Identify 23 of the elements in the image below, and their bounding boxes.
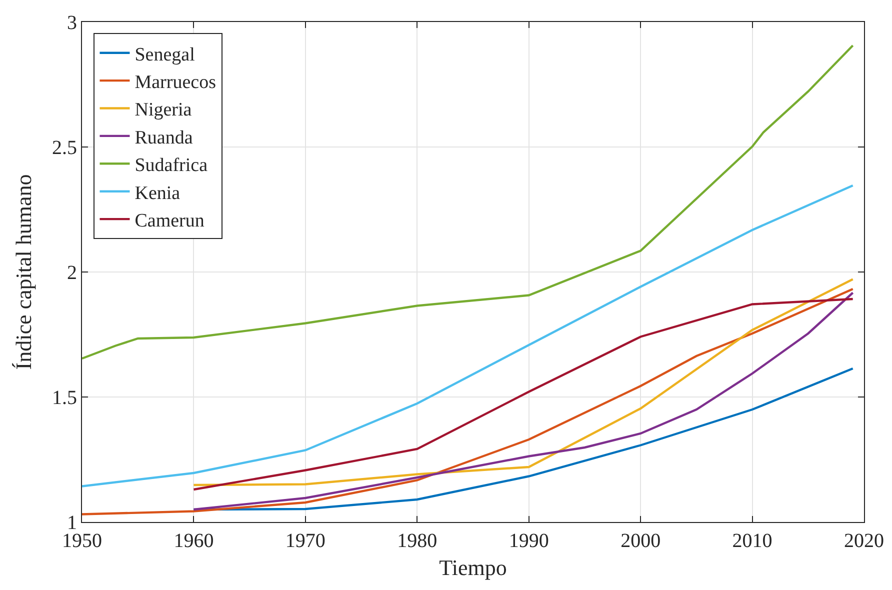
x-tick-label: 1970 [285, 530, 326, 552]
legend-label: Kenia [134, 182, 181, 204]
legend-label: Marruecos [134, 72, 216, 93]
y-tick-label: 2 [67, 262, 77, 284]
y-tick-label: 1.5 [52, 387, 77, 409]
legend-label: Senegal [134, 44, 195, 66]
y-tick-label: 3 [67, 12, 77, 34]
line-series [82, 184, 854, 488]
legend-label: Camerun [134, 210, 205, 232]
line-series [82, 44, 854, 360]
y-tick-label: 2.5 [52, 137, 77, 159]
legend-label: Sudafrica [134, 155, 208, 176]
x-axis-title: Tiempo [439, 554, 507, 580]
legend-label: Ruanda [134, 127, 194, 148]
x-tick-label: 2000 [620, 530, 661, 552]
line-series [82, 288, 854, 516]
legend-label: Nigeria [134, 100, 192, 121]
x-tick-label: 2020 [844, 530, 884, 552]
y-axis-title: Índice capital humano [10, 174, 36, 370]
x-tick-label: 1990 [508, 530, 549, 552]
x-tick-label: 2010 [732, 530, 772, 552]
x-tick-label: 1960 [174, 530, 214, 552]
x-tick-label: 1980 [397, 530, 438, 552]
